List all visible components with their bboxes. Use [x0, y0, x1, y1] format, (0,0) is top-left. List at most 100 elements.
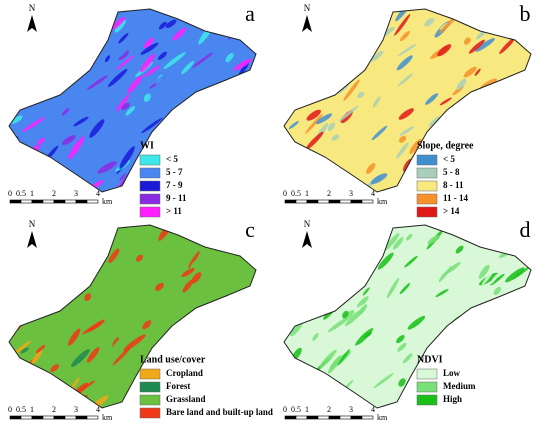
- texture-patch: [397, 148, 413, 158]
- legend-label: < 5: [166, 154, 178, 164]
- texture-patch: [331, 134, 340, 141]
- texture-patch: [9, 267, 19, 277]
- scale-segment: [86, 199, 99, 204]
- texture-patch: [476, 362, 486, 370]
- texture-patch: [37, 54, 52, 73]
- texture-patch: [512, 156, 531, 172]
- legend-label: Forest: [166, 381, 190, 391]
- scale-segment: [284, 199, 297, 204]
- texture-patch: [492, 161, 503, 177]
- texture-patch: [9, 67, 17, 83]
- scale-segment: [20, 199, 33, 204]
- texture-patch: [490, 273, 505, 286]
- texture-patch: [327, 316, 350, 333]
- texture-patch: [313, 32, 325, 47]
- texture-patch: [42, 290, 60, 303]
- texture-patch: [214, 377, 234, 395]
- scale-segment: [350, 415, 363, 420]
- texture-patch: [125, 106, 135, 116]
- texture-patch: [241, 149, 252, 159]
- texture-patch: [405, 233, 413, 241]
- texture-patch: [501, 302, 514, 311]
- texture-patch: [13, 379, 22, 389]
- texture-patch: [119, 173, 126, 181]
- texture-patch: [395, 9, 412, 22]
- texture-patch: [505, 342, 525, 358]
- texture-patch: [423, 30, 432, 43]
- north-arrow: [27, 15, 37, 32]
- texture-patch: [119, 128, 134, 153]
- texture-patch: [491, 151, 500, 159]
- texture-patch: [377, 355, 401, 373]
- texture-patch: [337, 19, 357, 36]
- legend-swatch: [416, 368, 438, 380]
- texture-patch: [435, 288, 449, 298]
- texture-patch: [27, 69, 37, 78]
- texture-patch: [191, 52, 214, 69]
- texture-patch: [225, 100, 241, 111]
- legend-swatch: [139, 368, 161, 380]
- texture-patch: [207, 35, 220, 49]
- texture-patch: [87, 228, 102, 242]
- texture-patch: [496, 348, 509, 364]
- texture-patch: [201, 320, 218, 332]
- texture-patch: [52, 310, 71, 322]
- texture-patch: [68, 328, 81, 346]
- texture-patch: [487, 392, 502, 408]
- texture-patch: [112, 345, 132, 366]
- legend-swatch: [416, 154, 438, 166]
- texture-patch: [372, 96, 381, 108]
- north-arrow: [302, 15, 312, 32]
- legend-label: 7 - 9: [166, 180, 183, 190]
- texture-patch: [86, 395, 109, 408]
- texture-patch: [185, 245, 195, 254]
- texture-patch: [514, 272, 530, 292]
- texture-patch: [89, 119, 105, 138]
- texture-patch: [163, 52, 186, 70]
- scale-segment: [64, 415, 77, 420]
- texture-patch: [474, 339, 483, 353]
- scale-label: 2: [52, 405, 56, 414]
- texture-patch: [21, 117, 46, 133]
- texture-patch: [109, 334, 126, 352]
- legend-title: Slope, degree: [417, 140, 474, 151]
- scale-segment: [9, 415, 22, 420]
- texture-patch: [350, 38, 364, 56]
- texture-patch: [217, 236, 233, 247]
- texture-patch: [403, 390, 416, 407]
- texture-patch: [140, 53, 155, 73]
- legend-swatch: [139, 407, 161, 419]
- texture-patch: [37, 301, 48, 309]
- texture-patch: [188, 143, 200, 158]
- texture-patch: [141, 117, 163, 134]
- texture-patch: [25, 55, 39, 75]
- texture-patch: [395, 19, 412, 38]
- texture-patch: [140, 42, 159, 55]
- texture-patch: [26, 34, 36, 45]
- texture-patch: [429, 281, 442, 302]
- texture-patch: [469, 114, 489, 133]
- texture-patch: [285, 368, 300, 387]
- scale-segment: [350, 199, 363, 204]
- texture-patch: [399, 282, 411, 295]
- texture-patch: [50, 364, 60, 372]
- texture-patch: [327, 355, 342, 374]
- scale-label: 1: [305, 189, 309, 198]
- texture-patch: [65, 35, 74, 45]
- texture-patch: [399, 126, 415, 136]
- texture-patch: [143, 37, 154, 49]
- legend-label: > 14: [443, 206, 460, 216]
- texture-patch: [15, 306, 33, 323]
- legend-swatch: [139, 193, 161, 205]
- texture-patch: [455, 340, 469, 352]
- texture-patch: [160, 304, 167, 312]
- texture-patch: [305, 113, 323, 134]
- texture-patch: [306, 34, 317, 42]
- scale-segment: [53, 199, 66, 204]
- texture-patch: [181, 331, 190, 343]
- texture-patch: [190, 253, 207, 268]
- texture-patch: [304, 39, 320, 55]
- texture-patch: [288, 121, 299, 130]
- texture-patch: [115, 94, 130, 112]
